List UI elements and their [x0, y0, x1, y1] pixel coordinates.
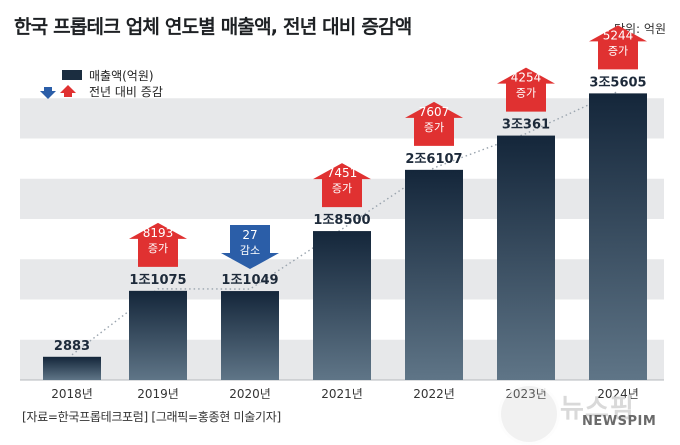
- chart-title: 한국 프롭테크 업체 연도별 매출액, 전년 대비 증감액: [14, 16, 412, 38]
- change-word: 감소: [240, 244, 260, 257]
- bar-2020년: [221, 291, 279, 380]
- watermark-logo-icon: [498, 383, 560, 445]
- bar-2023년: [497, 135, 555, 380]
- decrease-arrow-icon: [221, 225, 279, 270]
- change-value: 5244: [603, 28, 634, 42]
- change-arrow-2019년: 8193 증가: [129, 222, 187, 267]
- change-value: 27: [242, 228, 257, 242]
- bar-2019년: [129, 290, 187, 380]
- bar-2021년: [313, 231, 371, 380]
- change-value: 7451: [327, 166, 358, 180]
- bar-2022년: [405, 169, 463, 380]
- legend-increase-arrow-icon: [60, 85, 76, 97]
- increase-arrow-icon: [497, 67, 555, 112]
- x-tick-label: 2019년: [137, 387, 179, 401]
- x-tick-label: 2020년: [229, 387, 271, 401]
- legend-label-change: 전년 대비 증감: [89, 85, 163, 99]
- bar-value-label: 2조6107: [405, 152, 462, 167]
- change-value: 7607: [419, 105, 450, 119]
- bar-value-label: 1조1075: [129, 273, 186, 288]
- x-tick-label: 2018년: [51, 387, 93, 401]
- increase-arrow-icon: [129, 222, 187, 267]
- bar-2018년: [43, 356, 101, 380]
- bar-value-label: 3조5605: [589, 75, 646, 90]
- bar-value-label: 1조1049: [221, 273, 278, 288]
- bar-2024년: [589, 93, 647, 380]
- change-word: 증가: [608, 44, 628, 57]
- change-arrow-2021년: 7451 증가: [313, 163, 371, 208]
- change-arrow-2020년: 27 감소: [221, 225, 279, 270]
- watermark-logo-text: 뉴스핌: [560, 394, 635, 424]
- bar-value-label: 1조8500: [313, 213, 370, 228]
- trend-line: [71, 90, 619, 356]
- background-band: [20, 98, 664, 139]
- x-tick-label: 2021년: [321, 387, 363, 401]
- change-value: 8193: [143, 226, 174, 240]
- x-tick-label: 2022년: [413, 387, 455, 401]
- source-credit: [자료=한국프롭테크포럼] [그래픽=홍종현 미술기자]: [22, 410, 281, 424]
- change-value: 4254: [511, 71, 542, 85]
- change-word: 증가: [332, 182, 352, 195]
- watermark-brand: NEWSPIM: [582, 414, 657, 429]
- legend: 매출액(억원) 전년 대비 증감: [40, 69, 163, 99]
- legend-label-sales: 매출액(억원): [89, 69, 154, 83]
- change-arrow-2023년: 4254 증가: [497, 67, 555, 112]
- bar-value-label: 2883: [54, 339, 90, 354]
- increase-arrow-icon: [405, 101, 463, 146]
- legend-decrease-arrow-icon: [40, 87, 56, 99]
- change-word: 증가: [424, 121, 444, 134]
- change-word: 증가: [516, 87, 536, 100]
- change-word: 증가: [148, 242, 168, 255]
- x-tick-label: 2024년: [597, 387, 639, 401]
- change-arrow-2024년: 5244 증가: [589, 25, 647, 70]
- bar-value-label: 3조361: [502, 118, 550, 133]
- change-arrow-2022년: 7607 증가: [405, 101, 463, 146]
- increase-arrow-icon: [589, 25, 647, 70]
- increase-arrow-icon: [313, 163, 371, 208]
- legend-swatch-sales: [62, 70, 82, 80]
